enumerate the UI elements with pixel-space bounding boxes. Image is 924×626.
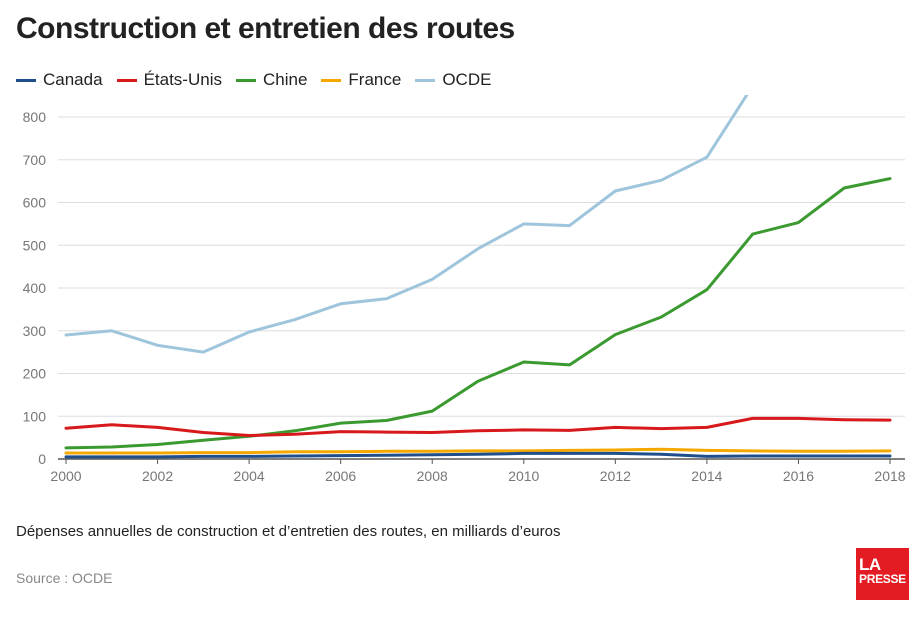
series-line--tats-unis (64, 416, 892, 437)
series-line-france (64, 447, 892, 455)
series-line-chine (64, 177, 892, 450)
y-tick-label: 200 (23, 366, 47, 382)
legend-label-ocde: OCDE (442, 70, 492, 89)
legend-item-ocde: OCDE (415, 70, 491, 90)
legend-item-canada: Canada (16, 70, 103, 90)
x-tick-label: 2008 (417, 468, 448, 484)
y-tick-label: 0 (38, 451, 46, 467)
y-tick-label: 100 (23, 408, 47, 424)
x-tick-label: 2002 (142, 468, 173, 484)
x-tick-label: 2000 (50, 468, 81, 484)
logo-line-1: LA (859, 555, 881, 574)
x-tick-label: 2016 (783, 468, 814, 484)
chart-caption: Dépenses annuelles de construction et d’… (16, 523, 561, 540)
legend-item-france: France (321, 70, 401, 90)
legend-swatch-france (321, 78, 342, 82)
x-tick-label: 2010 (508, 468, 539, 484)
y-tick-label: 300 (23, 323, 47, 339)
chart-source: Source : OCDE (16, 570, 113, 586)
legend-item-etats-unis: États-Unis (116, 70, 222, 90)
x-tick-label: 2014 (691, 468, 722, 484)
x-tick-label: 2004 (234, 468, 265, 484)
legend-item-chine: Chine (235, 70, 308, 90)
legend-label-etats-unis: États-Unis (143, 70, 222, 89)
series-line-ocde (64, 95, 749, 354)
legend-swatch-etats-unis (116, 78, 137, 82)
x-tick-label: 2006 (325, 468, 356, 484)
chart-title: Construction et entretien des routes (16, 12, 515, 45)
legend-label-canada: Canada (43, 70, 103, 89)
logo-line-2: PRESSE (859, 572, 906, 586)
x-tick-label: 2018 (874, 468, 905, 484)
y-tick-label: 600 (23, 195, 47, 211)
legend-swatch-chine (235, 78, 256, 82)
y-tick-label: 500 (23, 237, 47, 253)
la-presse-logo: LA PRESSE (856, 548, 909, 600)
y-tick-label: 400 (23, 280, 47, 296)
y-tick-label: 700 (23, 152, 47, 168)
legend-label-chine: Chine (262, 70, 308, 89)
legend-swatch-ocde (415, 78, 436, 82)
legend-swatch-canada (16, 78, 36, 82)
line-chart: 0 100 200 300 400 500 600 700 800 2000 2002 2004 200… (23, 95, 906, 484)
series-line-canada (64, 451, 892, 459)
legend-label-france: France (348, 70, 402, 89)
y-tick-label: 800 (23, 109, 47, 125)
x-tick-label: 2012 (600, 468, 631, 484)
chart-legend: Canada États-Unis Chine France OCDE (16, 70, 505, 90)
